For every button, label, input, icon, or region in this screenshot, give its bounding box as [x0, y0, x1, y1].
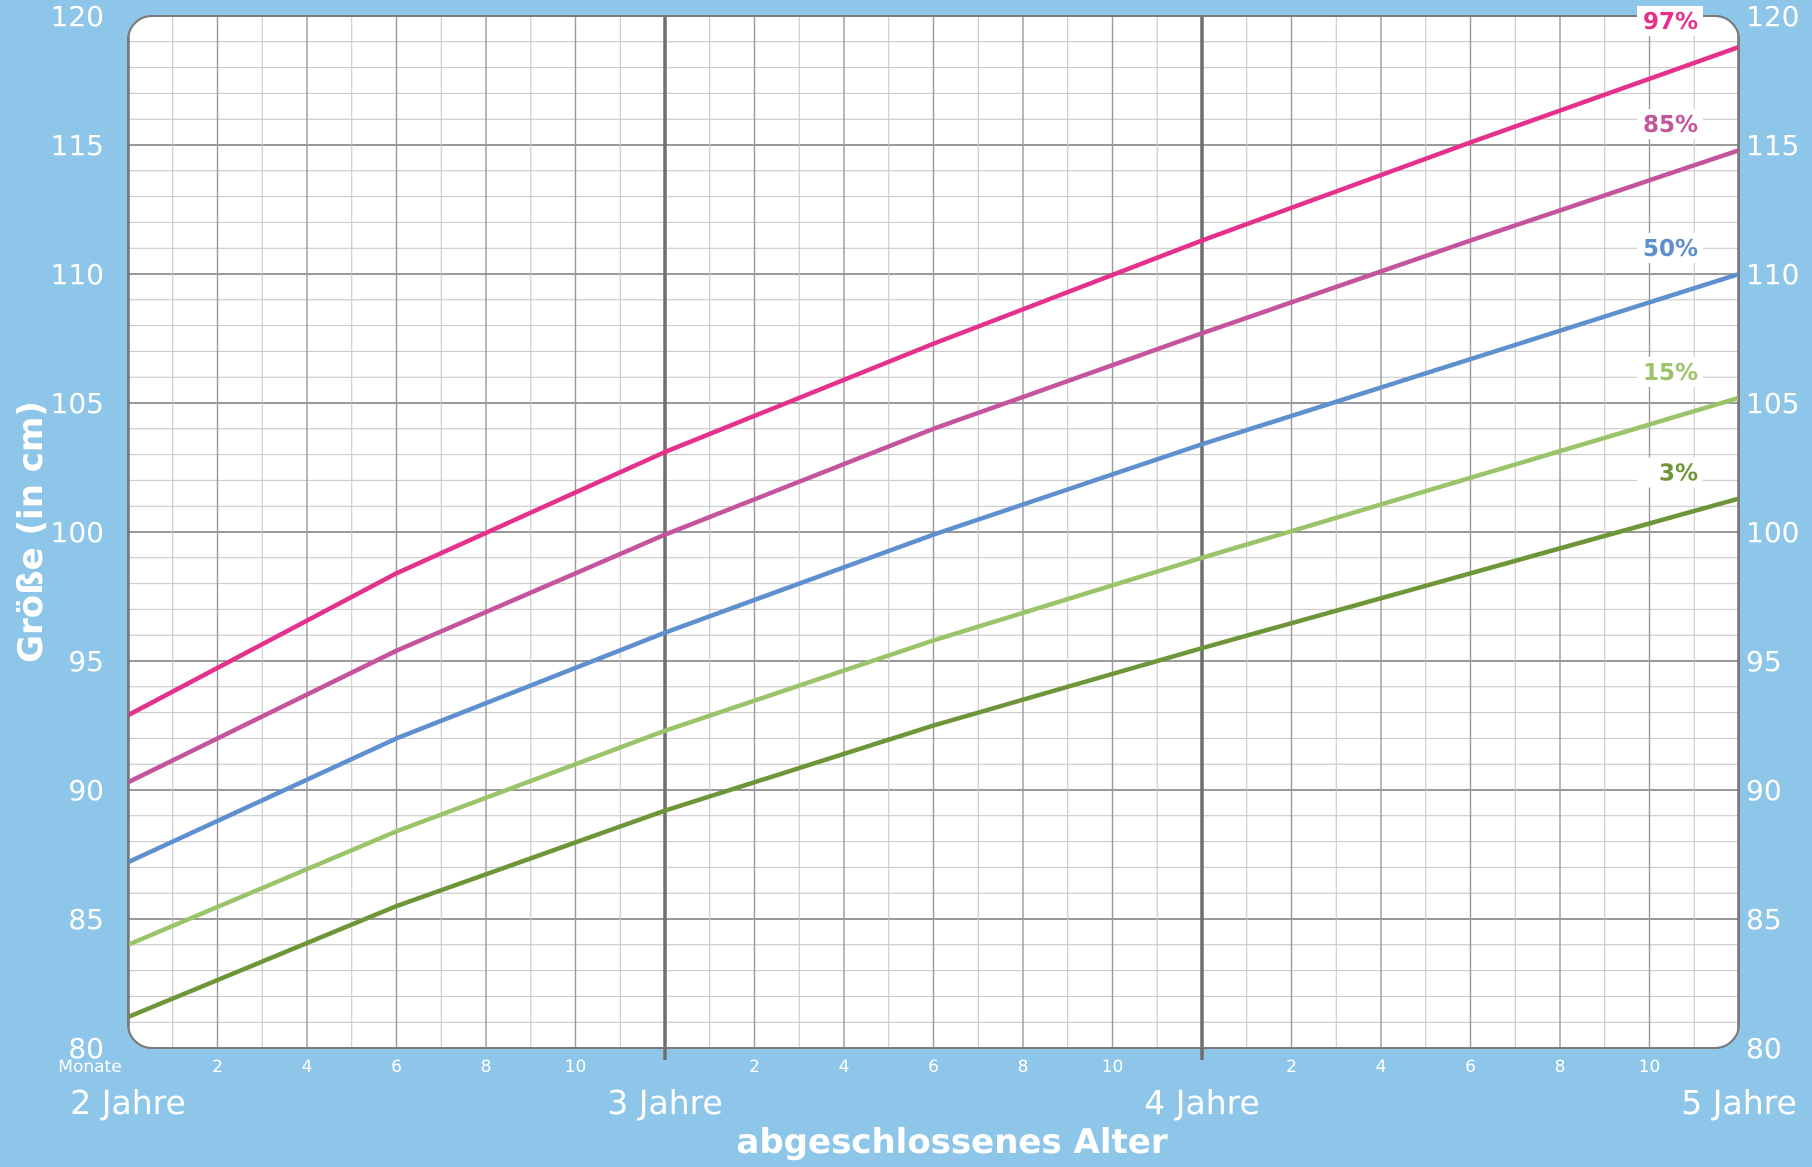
year-tick-marks: [663, 1048, 1204, 1060]
x-year-label: 5 Jahre: [1681, 1083, 1797, 1122]
y-tick-label-left: 120: [51, 0, 104, 33]
series-label-2: 50%: [1643, 236, 1698, 262]
y-tick-label-right: 100: [1746, 516, 1799, 549]
x-month-tick-label: 10: [565, 1057, 587, 1077]
series-lines: [128, 44, 1739, 1020]
grid: [128, 16, 1739, 1048]
x-month-tick-label: 6: [928, 1057, 939, 1077]
series-label-1: 85%: [1643, 112, 1698, 138]
y-tick-label-right: 105: [1746, 387, 1799, 420]
plot-frame: [127, 15, 1740, 1049]
x-month-tick-label: 4: [302, 1057, 313, 1077]
y-tick-label-right: 115: [1746, 129, 1799, 162]
x-month-tick-label: 6: [1465, 1057, 1476, 1077]
y-tick-label-left: 105: [51, 387, 104, 420]
y-tick-label-left: 80: [68, 1032, 104, 1065]
series-label-4: 3%: [1659, 460, 1698, 486]
y-tick-label-right: 85: [1746, 903, 1782, 936]
x-month-tick-label: 2: [749, 1057, 760, 1077]
series-label-background: [1637, 356, 1703, 387]
y-tick-label-left: 100: [51, 516, 104, 549]
x-axis-title: abgeschlossenes Alter: [736, 1122, 1167, 1162]
series-line-1: [128, 147, 1739, 785]
series-label-background: [1637, 233, 1703, 263]
x-year-label: 4 Jahre: [1144, 1083, 1260, 1122]
series-label-background: [1637, 457, 1703, 488]
x-month-tick-label: 8: [1018, 1057, 1029, 1077]
series-label-0: 97%: [1643, 9, 1698, 35]
series-line-0: [128, 44, 1739, 718]
series-line-4: [128, 496, 1739, 1020]
y-tick-label-left: 85: [68, 903, 104, 936]
x-month-tick-label: 2: [1286, 1057, 1297, 1077]
series-line-2: [128, 271, 1739, 865]
series-labels: 97% 85% 50% 15% 3%: [1637, 5, 1703, 488]
y-tick-label-right: 120: [1746, 0, 1799, 33]
x-month-tick-label: 8: [1555, 1057, 1566, 1077]
x-month-tick-label: 4: [1376, 1057, 1387, 1077]
series-line-3: [128, 395, 1739, 948]
x-year-label: 3 Jahre: [607, 1083, 723, 1122]
series-label-background: [1637, 109, 1703, 140]
x-month-tick-label: 4: [839, 1057, 850, 1077]
axis-labels: 80 80 85 85 90 90 95 95 100 100 105 105 110 110 115 115…: [51, 0, 1800, 1122]
x-month-tick-label: 8: [481, 1057, 492, 1077]
series-label-background: [1637, 5, 1703, 36]
y-tick-label-left: 95: [68, 645, 104, 678]
y-tick-label-left: 110: [51, 258, 104, 291]
y-tick-label-right: 80: [1746, 1032, 1782, 1065]
x-month-tick-label: 10: [1102, 1057, 1124, 1077]
y-axis-title: Größe (in cm): [11, 401, 51, 663]
x-unit-label: Monate: [58, 1057, 121, 1077]
y-tick-label-right: 110: [1746, 258, 1799, 291]
y-tick-label-right: 90: [1746, 774, 1782, 807]
y-tick-label-left: 115: [51, 129, 104, 162]
x-month-tick-label: 6: [391, 1057, 402, 1077]
series-label-3: 15%: [1643, 360, 1698, 386]
y-tick-label-left: 90: [68, 774, 104, 807]
x-year-label: 2 Jahre: [70, 1083, 186, 1122]
x-month-tick-label: 2: [212, 1057, 223, 1077]
y-tick-label-right: 95: [1746, 645, 1782, 678]
x-month-tick-label: 10: [1639, 1057, 1661, 1077]
